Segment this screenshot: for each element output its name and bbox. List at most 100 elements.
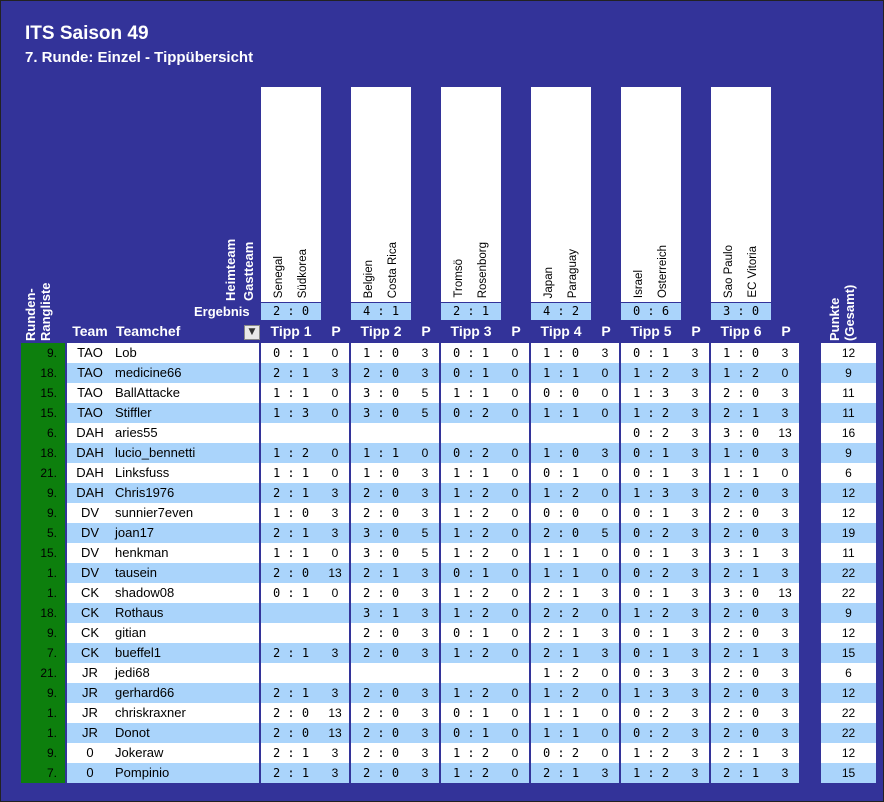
row-background (681, 523, 709, 543)
row-background (771, 483, 799, 503)
row-background (67, 643, 260, 663)
tipp-cell: 2 : 1 (272, 646, 310, 660)
page-subtitle: 7. Runde: Einzel - Tippübersicht (25, 49, 254, 66)
row-background (351, 663, 411, 683)
team-cell: JR (82, 665, 98, 680)
team-cell: TAO (77, 345, 103, 360)
row-background (261, 683, 321, 703)
row-background (501, 523, 529, 543)
points-cell: 0 (331, 386, 339, 400)
row-background (321, 363, 349, 383)
row-background (441, 663, 501, 683)
points-cell (411, 663, 439, 683)
row-background (261, 423, 321, 443)
points-cell: 0 (511, 546, 519, 560)
row-background (531, 643, 591, 663)
col-header-tipp: Tipp 6 (720, 323, 762, 339)
rank-cell: 9. (21, 623, 65, 643)
tipp-cell: 2 : 0 (362, 586, 400, 600)
points-cell: 0 (601, 406, 609, 420)
label-heimteam: Heimteam (223, 238, 238, 301)
row-background (411, 363, 439, 383)
tipp-cell: 0 : 1 (632, 506, 670, 520)
row-background (681, 763, 709, 783)
row-background (591, 403, 619, 423)
tipp-cell: 1 : 2 (722, 366, 760, 380)
team-cell: JR (82, 725, 98, 740)
points-cell: 3 (421, 746, 429, 760)
row-background (441, 403, 501, 423)
row-background (441, 583, 501, 603)
tipp-cell: 1 : 2 (452, 766, 490, 780)
team-cell: JR (82, 685, 98, 700)
tipp-cell: 1 : 2 (632, 406, 670, 420)
tipp-cell: 2 : 0 (272, 566, 310, 580)
tipp-cell: 2 : 0 (722, 526, 760, 540)
row-background (771, 463, 799, 483)
row-background (771, 683, 799, 703)
points-cell: 3 (691, 446, 699, 460)
table-row: 9. JR gerhard66 2 : 1 3 2 : 0 3 1 : 2 0 1 : 2 0 1 :… (1, 683, 884, 703)
rank-cell: 9. (21, 503, 65, 523)
row-background (321, 703, 349, 723)
col-header-teamchef: Teamchef (116, 323, 181, 339)
tipp-cell: 1 : 2 (452, 686, 490, 700)
row-background (771, 343, 799, 363)
points-cell: 3 (421, 646, 429, 660)
total-points-cell: 22 (841, 726, 856, 740)
row-background (501, 723, 529, 743)
table-row: 21. DAH Linksfuss 1 : 1 0 1 : 0 3 1 : 1 0 0 : 1 0 0… (1, 463, 884, 483)
row-background (441, 483, 501, 503)
tipp-cell: 2 : 1 (542, 646, 580, 660)
away-team-name: Costa Rica (387, 241, 399, 298)
row-background (681, 703, 709, 723)
tipp-cell: 2 : 0 (362, 626, 400, 640)
row-background (771, 623, 799, 643)
row-background (261, 623, 321, 643)
total-points-cell: 12 (841, 506, 856, 520)
tipp-cell: 0 : 2 (632, 706, 670, 720)
filter-dropdown-icon[interactable]: ▼ (244, 325, 260, 340)
teamchef-cell: lucio_bennetti (115, 445, 196, 460)
points-cell: 3 (691, 626, 699, 640)
row-background (591, 363, 619, 383)
row-background (67, 623, 260, 643)
row-background (441, 603, 501, 623)
tipp-cell: 3 : 0 (722, 426, 760, 440)
points-cell: 3 (331, 746, 339, 760)
row-background (351, 723, 411, 743)
home-team-name: Japan (543, 266, 555, 298)
table-row: 7. CK bueffel1 2 : 1 3 2 : 0 3 1 : 2 0 2 : 1 3 0 : … (1, 643, 884, 663)
tipp-cell (351, 423, 411, 443)
row-background (681, 643, 709, 663)
row-background (681, 423, 709, 443)
tipp-cell: 1 : 0 (722, 446, 760, 460)
row-background (711, 543, 771, 563)
row-background (821, 663, 876, 683)
tipp-cell: 2 : 0 (362, 746, 400, 760)
row-background (411, 723, 439, 743)
points-cell: 3 (421, 766, 429, 780)
team-cell: DAH (76, 465, 104, 480)
tipp-cell: 1 : 2 (452, 526, 490, 540)
points-cell: 3 (421, 346, 429, 360)
row-background (321, 583, 349, 603)
rank-cell: 9. (21, 483, 65, 503)
tipp-cell: 1 : 3 (632, 486, 670, 500)
row-background (501, 683, 529, 703)
row-background (411, 583, 439, 603)
tipp-cell: 3 : 1 (722, 546, 760, 560)
points-cell: 3 (691, 646, 699, 660)
tipp-cell: 0 : 1 (632, 346, 670, 360)
teamchef-cell: gerhard66 (115, 685, 175, 700)
row-background (821, 643, 876, 663)
row-background (261, 403, 321, 423)
row-background (711, 503, 771, 523)
row-background (67, 383, 260, 403)
total-points-cell: 12 (841, 346, 856, 360)
row-background (821, 403, 876, 423)
row-background (261, 763, 321, 783)
table-row: 6. DAH aries55 0 : 2 3 3 : 0 13 16 (1, 423, 884, 443)
tipp-cell: 2 : 0 (362, 506, 400, 520)
points-cell: 3 (781, 446, 789, 460)
